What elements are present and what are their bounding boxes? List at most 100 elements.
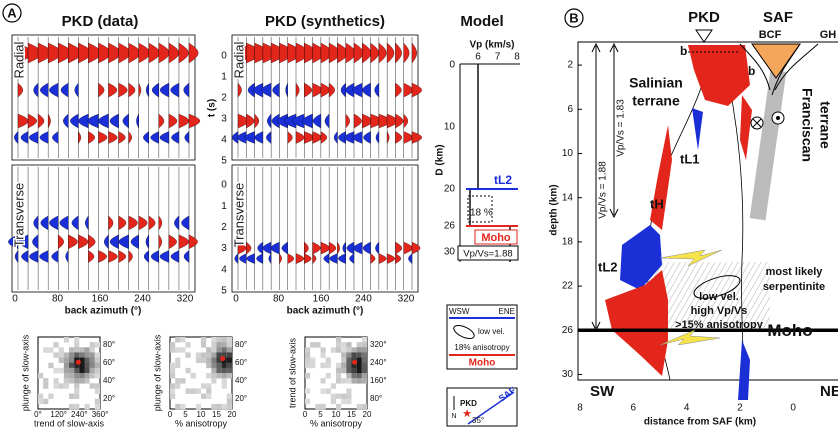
hist-cell (315, 342, 321, 348)
waveform-lobe (118, 215, 127, 231)
waveform-lobe (403, 241, 413, 255)
annotation: serpentinite (763, 281, 825, 293)
waveform-lobe (345, 113, 350, 129)
waveform-lobe (29, 250, 39, 263)
hist-cell (361, 373, 367, 379)
waveform-lobe (304, 253, 312, 264)
hist-cell (201, 342, 207, 348)
shear-arrow (659, 329, 721, 346)
hist-cell (305, 357, 311, 364)
x-tick-label: 0 (12, 294, 18, 305)
waveform-lobe (17, 113, 29, 129)
x-tick-label: 0 (233, 294, 239, 305)
waveform-lobe (239, 253, 247, 264)
waveform-lobe (136, 113, 139, 129)
hist-cell (221, 362, 227, 369)
waveform-lobe (168, 113, 178, 129)
hist-cell (221, 373, 227, 379)
waveform-lobe (346, 241, 355, 255)
hist-cell (201, 393, 207, 400)
hist-cell (74, 373, 80, 379)
waveform-lobe (386, 253, 396, 264)
hist-cell (351, 362, 357, 369)
waveform-lobe (320, 131, 328, 144)
hist-cell (226, 393, 232, 400)
hist-cell (341, 378, 347, 384)
hist-cell (221, 347, 227, 353)
waveform-lobe (247, 82, 255, 98)
waveform-lobe (323, 253, 330, 264)
waveform-lobe (183, 250, 190, 263)
waveform-lobe (301, 113, 313, 129)
hist-cell (84, 378, 90, 384)
hist-cell (185, 367, 191, 374)
waveform-lobe (277, 113, 288, 129)
waveform-lobe (287, 253, 295, 264)
hist-cell (361, 357, 367, 364)
hist-cell (211, 357, 217, 364)
saf-zone (749, 69, 787, 221)
hist-cell (211, 352, 217, 358)
waveform-lobe (158, 234, 162, 250)
x-tick-label: 80 (52, 294, 64, 305)
component-label: Radial (231, 41, 246, 78)
waveform-lobe (395, 241, 403, 255)
hist-cell (190, 373, 196, 379)
waveform-lobe (138, 83, 142, 98)
hist-cell (361, 352, 367, 358)
waveform-lobe (168, 42, 180, 64)
hist-cell (216, 357, 222, 364)
y-tick-label: 20° (235, 394, 247, 403)
waveform-lobe (170, 82, 180, 98)
y-tick-label: 80° (103, 340, 115, 349)
hist-cell (361, 362, 367, 369)
hist-cell (310, 357, 316, 364)
hist-cell (84, 362, 90, 369)
hist-cell (325, 357, 331, 364)
t-tick-label: 0 (221, 51, 227, 62)
hist-cell (43, 383, 49, 389)
hist-cell (94, 357, 100, 364)
waveform-lobe (122, 113, 129, 129)
fault-trace (467, 391, 515, 425)
x-tick-label: 360° (92, 410, 109, 419)
red-lobe (650, 125, 672, 230)
hist-cell (170, 383, 176, 389)
hist-cell (201, 383, 207, 389)
hist-cell (74, 347, 80, 353)
panel-label: A (7, 5, 17, 20)
waveform-lobe (40, 82, 49, 98)
hist-cell (195, 352, 201, 358)
waveform-lobe (33, 82, 39, 98)
waveform-lobe (324, 113, 330, 129)
waveform-lobe (362, 82, 371, 98)
hist-cell (94, 398, 100, 405)
hist-cell (356, 352, 362, 358)
hist-cell (305, 347, 311, 353)
interface-label: tL1 (680, 151, 700, 166)
waveform-lobe (403, 131, 414, 144)
hist-cell (170, 373, 176, 379)
hist-cell (94, 362, 100, 369)
terrane-label: Franciscan (799, 88, 815, 162)
waveform-lobe (128, 215, 138, 231)
waveform-lobe (267, 113, 272, 129)
hist-cell (63, 367, 69, 374)
waveform-lobe (21, 250, 29, 263)
waveform-lobe (97, 113, 109, 129)
waveform-lobe (188, 42, 199, 64)
waveform-lobe (320, 82, 331, 98)
legend-box (446, 304, 518, 370)
hist-cell (346, 373, 352, 379)
hist-cell (69, 352, 75, 358)
interface-label: tL2 (598, 259, 618, 274)
hist-cell (89, 367, 95, 374)
red-lobe (605, 270, 668, 376)
hist-cell (216, 373, 222, 379)
hist-cell (346, 378, 352, 384)
waveform-lobe (98, 250, 107, 263)
hist-cell (305, 362, 311, 369)
hist-cell (226, 398, 232, 405)
waveform-lobe (88, 234, 96, 250)
axis-label: back azimuth (°) (287, 306, 364, 317)
